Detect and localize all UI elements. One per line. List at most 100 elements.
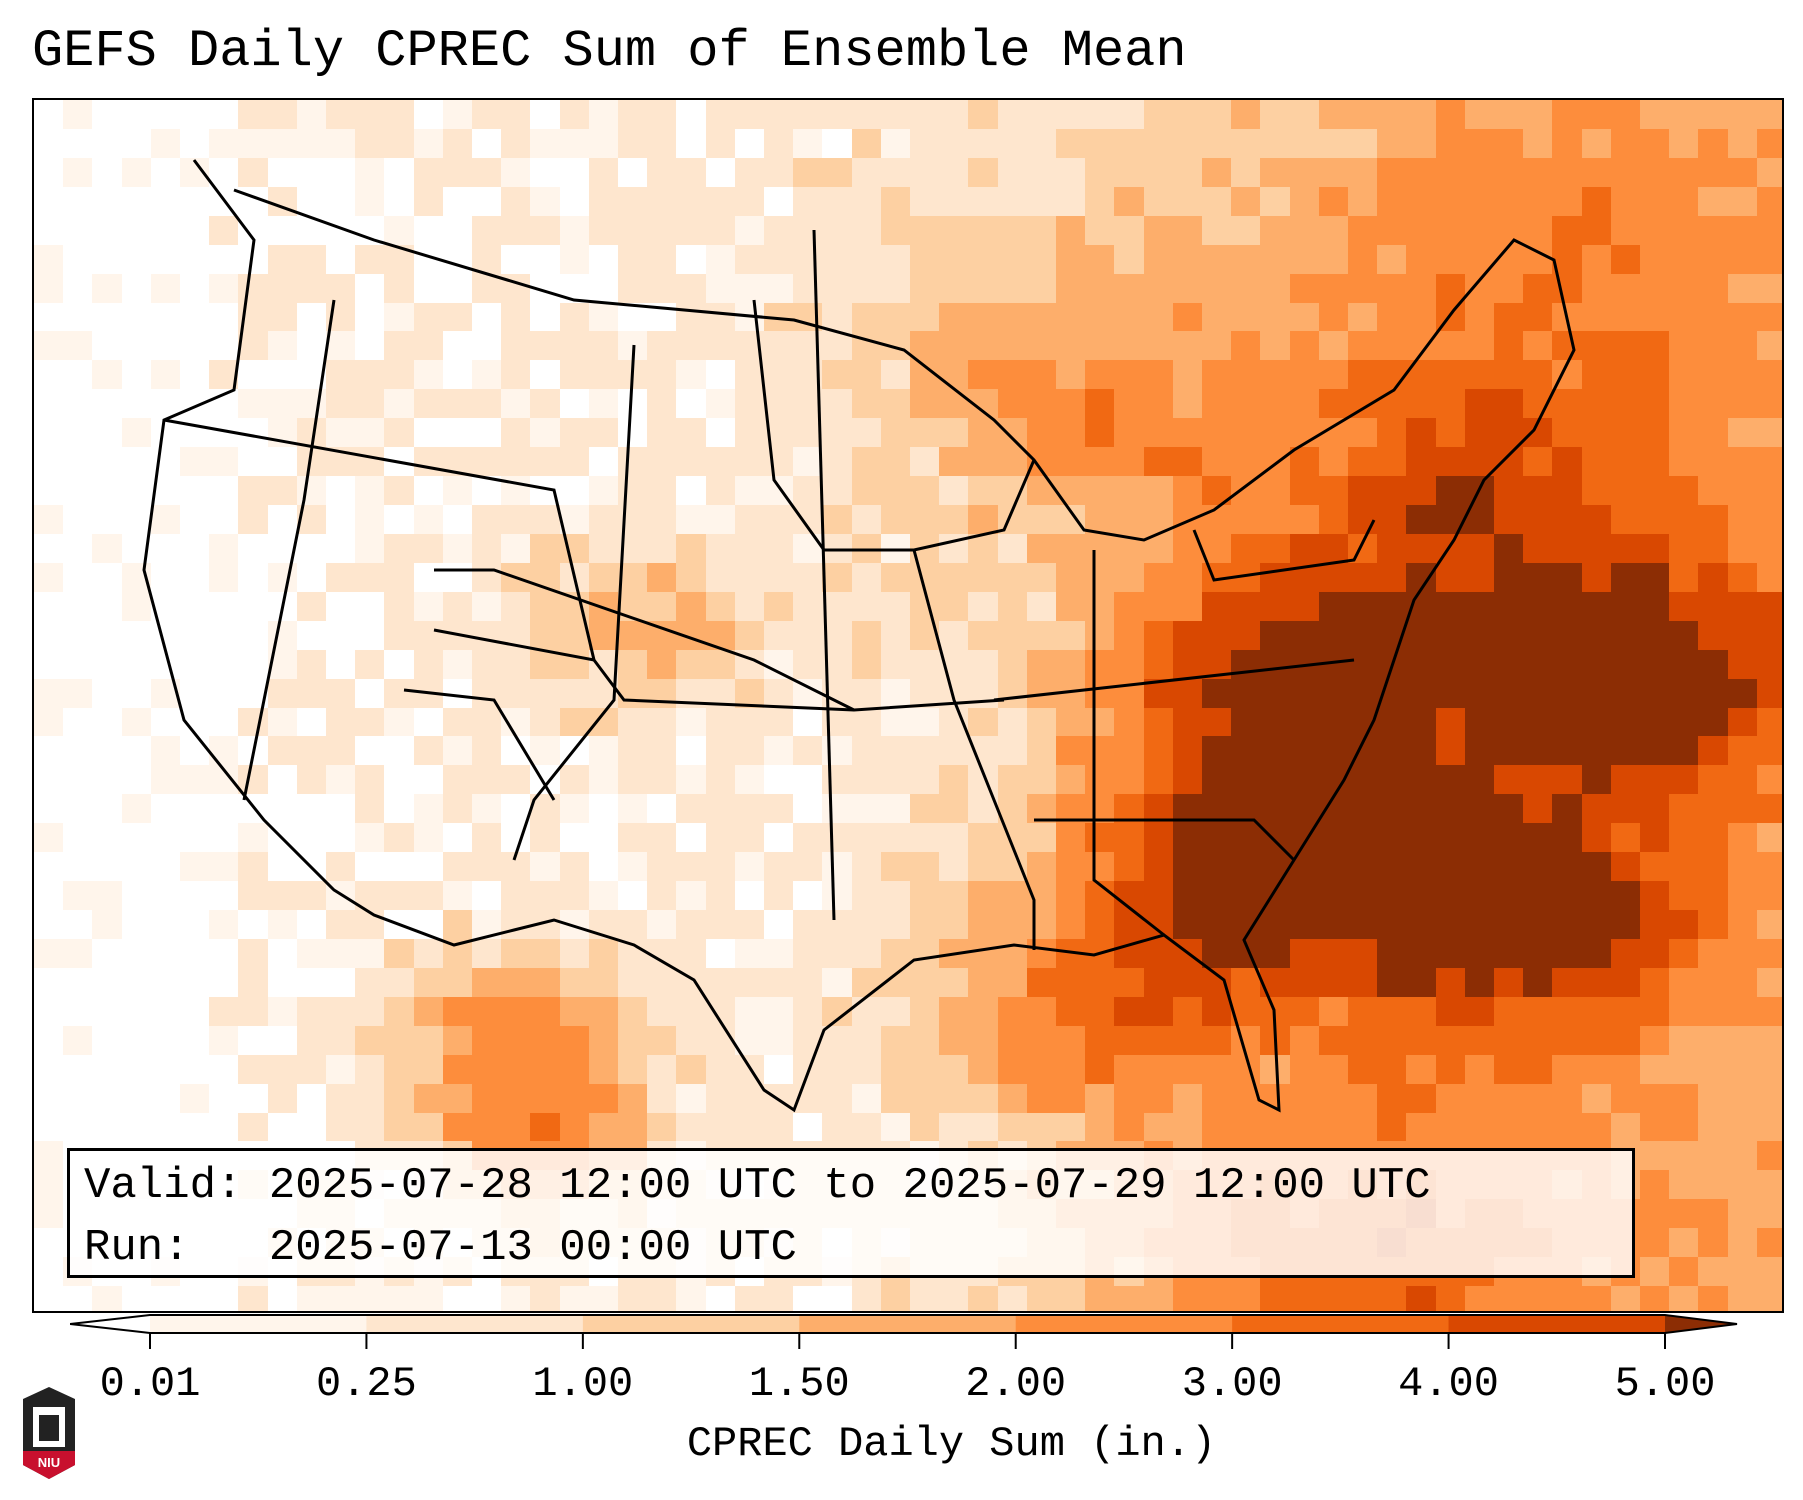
precip-cell (1610, 244, 1641, 275)
precip-cell (180, 273, 211, 304)
precip-cell (1610, 128, 1641, 159)
precip-cell (1581, 100, 1612, 130)
precip-cell (326, 128, 357, 159)
precip-cell (1756, 100, 1782, 130)
precip-cell (1143, 215, 1174, 246)
precip-cell (1085, 128, 1116, 159)
precip-cell (851, 244, 882, 275)
precip-cell (63, 244, 94, 275)
precip-cell (501, 157, 532, 188)
colorbar-tick-label: 0.25 (316, 1360, 417, 1408)
precip-cell (1202, 157, 1233, 188)
precip-cell (734, 215, 765, 246)
valid-run-info-box: Valid: 2025-07-28 12:00 UTC to 2025-07-2… (67, 1148, 1635, 1278)
precip-cell (1114, 186, 1145, 217)
precip-cell (1581, 128, 1612, 159)
colorbar-segment (1232, 1315, 1450, 1333)
precip-cell (1172, 244, 1203, 275)
precip-cell (1143, 100, 1174, 130)
precip-cell (501, 186, 532, 217)
precip-cell (267, 128, 298, 159)
precip-cell (121, 273, 152, 304)
precip-cell (355, 157, 386, 188)
precip-cell (705, 215, 736, 246)
precip-cell (180, 186, 211, 217)
precip-cell (1348, 244, 1379, 275)
precip-cell (238, 100, 269, 130)
precip-cell (92, 273, 123, 304)
precip-cell (910, 100, 941, 130)
precip-cell (705, 128, 736, 159)
precip-cell (676, 215, 707, 246)
precip-cell (150, 273, 181, 304)
precip-cell (1289, 215, 1320, 246)
precip-cell (121, 186, 152, 217)
precip-cell (472, 157, 503, 188)
precip-cell (1669, 186, 1700, 217)
precip-cell (793, 157, 824, 188)
precip-cell (588, 157, 619, 188)
precip-cell (1348, 215, 1379, 246)
colorbar-tick-label: 1.00 (532, 1360, 634, 1408)
colorbar-segment (366, 1315, 584, 1333)
colorbar-under-extension (70, 1315, 150, 1333)
precip-cell (267, 157, 298, 188)
precip-cell (1406, 244, 1437, 275)
precip-cell (1143, 186, 1174, 217)
precip-cell (180, 100, 211, 130)
precip-cell (1698, 128, 1729, 159)
precip-cell (501, 244, 532, 275)
colorbar-tick-label: 3.00 (1181, 1360, 1283, 1408)
precip-cell (1523, 244, 1554, 275)
precip-cell (822, 157, 853, 188)
precip-cell (1640, 128, 1671, 159)
precip-cell (1435, 244, 1466, 275)
svg-text:NIU: NIU (38, 1455, 60, 1470)
colorbar-label: CPREC Daily Sum (in.) (686, 1420, 1217, 1468)
precip-cell (1610, 157, 1641, 188)
precip-cell (559, 215, 590, 246)
precip-cell (880, 215, 911, 246)
precip-cell (939, 215, 970, 246)
precip-cell (559, 100, 590, 130)
precip-cell (1085, 244, 1116, 275)
precip-cell (1114, 100, 1145, 130)
precip-cell (764, 186, 795, 217)
precip-cell (501, 215, 532, 246)
precip-cell (997, 215, 1028, 246)
precip-cell (1523, 100, 1554, 130)
precip-cell (296, 186, 327, 217)
precip-cell (1056, 100, 1087, 130)
precip-cell (997, 186, 1028, 217)
precip-cell (1289, 128, 1320, 159)
precip-cell (1523, 128, 1554, 159)
precip-cell (384, 273, 415, 304)
precip-cell (442, 128, 473, 159)
precip-cell (92, 215, 123, 246)
precip-cell (384, 157, 415, 188)
precip-cell (1756, 244, 1782, 275)
precip-cell (1377, 244, 1408, 275)
precip-cell (1231, 157, 1262, 188)
precip-cell (180, 244, 211, 275)
precip-cell (209, 100, 240, 130)
precip-cell (734, 100, 765, 130)
precip-cell (1552, 128, 1583, 159)
precip-cell (238, 157, 269, 188)
precip-cell (238, 273, 269, 304)
precip-cell (121, 128, 152, 159)
precip-cell (1464, 157, 1495, 188)
precip-cell (1523, 186, 1554, 217)
precip-cell (267, 273, 298, 304)
precip-cell (1581, 157, 1612, 188)
precip-cell (1464, 186, 1495, 217)
precip-cell (355, 273, 386, 304)
run-time: 2025-07-13 00:00 UTC (268, 1223, 797, 1273)
precip-cell (63, 100, 94, 130)
precip-cell (1406, 186, 1437, 217)
precip-cell (1756, 215, 1782, 246)
precip-cell (1231, 244, 1262, 275)
precip-cell (559, 244, 590, 275)
precip-cell (647, 157, 678, 188)
precip-cell (910, 186, 941, 217)
